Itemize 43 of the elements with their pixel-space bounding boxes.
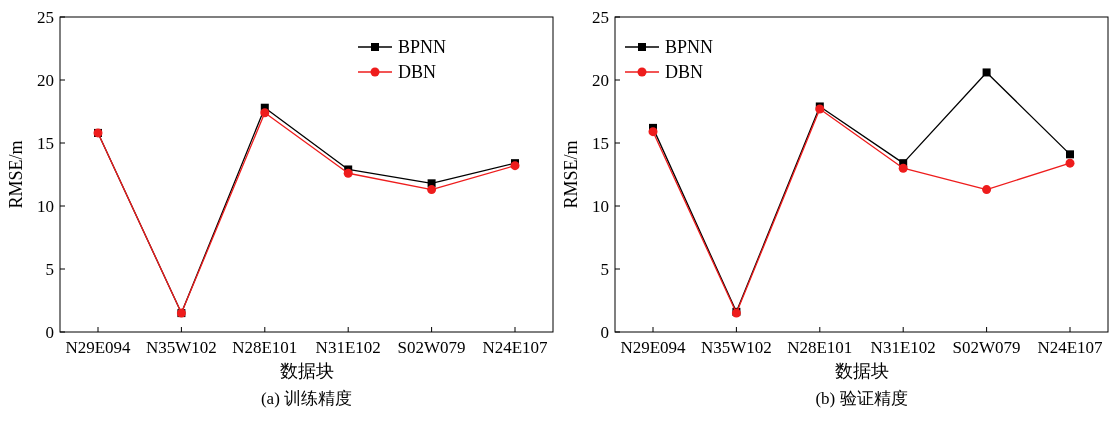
x-tick-label: N35W102 — [145, 338, 217, 357]
y-tick-label: 20 — [37, 70, 54, 90]
x-tick-label: S02W079 — [397, 338, 466, 357]
x-tick-label: N29E094 — [620, 338, 687, 357]
y-tick-label: 10 — [592, 196, 609, 216]
point — [260, 108, 270, 118]
x-axis-title: 数据块 — [834, 361, 889, 381]
legend-label: DBN — [398, 62, 437, 83]
y-tick-label: 25 — [592, 7, 609, 27]
legend-label: DBN — [665, 62, 704, 83]
x-axis-title: 数据块 — [279, 361, 334, 381]
x-tick-label: N29E094 — [65, 338, 132, 357]
y-tick-label: 5 — [600, 259, 609, 279]
point — [898, 163, 908, 173]
y-tick-label: 0 — [45, 322, 54, 342]
point — [648, 127, 658, 137]
y-axis-title: RMSE/m — [561, 140, 581, 209]
x-tick-label: N24E107 — [482, 338, 549, 357]
x-tick-label: N24E107 — [1037, 338, 1104, 357]
point — [427, 185, 437, 195]
legend-label: BPNN — [665, 37, 714, 58]
point — [343, 168, 353, 178]
x-tick-label: N28E101 — [232, 338, 298, 357]
y-tick-label: 15 — [37, 133, 54, 153]
x-tick-label: N35W102 — [700, 338, 772, 357]
x-tick-label: S02W079 — [952, 338, 1021, 357]
text: (b) 验证精度 — [815, 389, 908, 408]
x-tick-label: N31E102 — [870, 338, 936, 357]
y-axis-title: RMSE/m — [6, 140, 26, 209]
y-tick-label: 15 — [592, 133, 609, 153]
y-tick-label: 20 — [592, 70, 609, 90]
x-tick-label: N28E101 — [787, 338, 853, 357]
y-tick-label: 25 — [37, 7, 54, 27]
y-tick-label: 0 — [600, 322, 609, 342]
y-tick-label: 10 — [37, 196, 54, 216]
y-tick-label: 5 — [45, 259, 54, 279]
x-tick-label: N31E102 — [315, 338, 381, 357]
legend-label: BPNN — [398, 37, 447, 58]
point — [982, 68, 991, 77]
text: (a) 训练精度 — [260, 389, 353, 408]
point — [1065, 158, 1075, 168]
point — [1066, 150, 1074, 159]
point — [982, 185, 992, 195]
